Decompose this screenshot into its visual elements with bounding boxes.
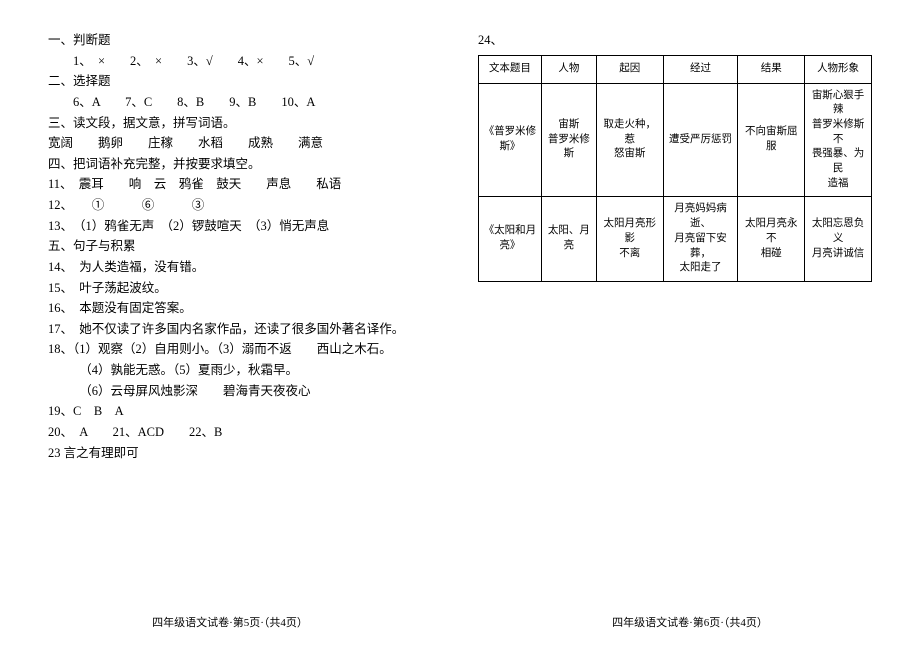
table-cell: 太阳忘恩负义月亮讲诚信	[805, 197, 872, 281]
table-cell: 《太阳和月亮》	[479, 197, 542, 281]
right-page: 24、 文本题目人物起因经过结果人物形象 《普罗米修斯》宙斯普罗米修斯取走火种，…	[460, 0, 920, 650]
table-cell: 太阳、月亮	[541, 197, 596, 281]
text-line: 三、读文段，据文意，拼写词语。	[48, 113, 432, 134]
right-footer: 四年级语文试卷·第6页·（共4页）	[460, 614, 920, 630]
table-header-cell: 文本题目	[479, 55, 542, 83]
table-cell: 太阳月亮形影不离	[596, 197, 663, 281]
table-cell: 取走火种，惹怒宙斯	[596, 83, 663, 197]
table-cell: 宙斯普罗米修斯	[541, 83, 596, 197]
table-cell: 太阳月亮永不相碰	[738, 197, 805, 281]
text-line: 13、 （1）鸦雀无声 （2）锣鼓喧天 （3）悄无声息	[48, 216, 432, 237]
text-line: 1、 × 2、 × 3、√ 4、× 5、√	[48, 51, 432, 72]
table-row: 《太阳和月亮》太阳、月亮太阳月亮形影不离月亮妈妈病逝、月亮留下安葬，太阳走了太阳…	[479, 197, 872, 281]
text-line: 11、 震耳 响 云 鸦雀 鼓天 声息 私语	[48, 174, 432, 195]
table-cell: 遭受严厉惩罚	[663, 83, 738, 197]
q24-label: 24、	[478, 30, 872, 51]
text-line: 16、 本题没有固定答案。	[48, 298, 432, 319]
text-line: 14、 为人类造福，没有错。	[48, 257, 432, 278]
text-line: 20、 A 21、ACD 22、B	[48, 422, 432, 443]
text-line: （6）云母屏风烛影深 碧海青天夜夜心	[48, 381, 432, 402]
text-line: 23 言之有理即可	[48, 443, 432, 464]
table-cell: 月亮妈妈病逝、月亮留下安葬，太阳走了	[663, 197, 738, 281]
table-header-row: 文本题目人物起因经过结果人物形象	[479, 55, 872, 83]
text-line: 12、 ① ⑥ ③	[48, 195, 432, 216]
left-footer: 四年级语文试卷·第5页·（共4页）	[0, 614, 460, 630]
text-line: 一、判断题	[48, 30, 432, 51]
table-header-cell: 结果	[738, 55, 805, 83]
table-header-cell: 人物形象	[805, 55, 872, 83]
left-page: 一、判断题 1、 × 2、 × 3、√ 4、× 5、√二、选择题 6、A 7、C…	[0, 0, 460, 650]
table-cell: 不向宙斯屈服	[738, 83, 805, 197]
answer-table: 文本题目人物起因经过结果人物形象 《普罗米修斯》宙斯普罗米修斯取走火种，惹怒宙斯…	[478, 55, 872, 282]
text-line: 五、句子与积累	[48, 236, 432, 257]
text-line: （4）孰能无惑。（5）夏雨少，秋霜早。	[48, 360, 432, 381]
text-line: 二、选择题	[48, 71, 432, 92]
table-row: 《普罗米修斯》宙斯普罗米修斯取走火种，惹怒宙斯遭受严厉惩罚不向宙斯屈服宙斯心狠手…	[479, 83, 872, 197]
text-line: 18、（1）观察（2）自用则小。（3）溺而不返 西山之木石。	[48, 339, 432, 360]
table-header-cell: 起因	[596, 55, 663, 83]
text-line: 6、A 7、C 8、B 9、B 10、A	[48, 92, 432, 113]
table-header-cell: 人物	[541, 55, 596, 83]
text-line: 宽阔 鹅卵 庄稼 水稻 成熟 满意	[48, 133, 432, 154]
text-line: 17、 她不仅读了许多国内名家作品，还读了很多国外著名译作。	[48, 319, 432, 340]
left-content: 一、判断题 1、 × 2、 × 3、√ 4、× 5、√二、选择题 6、A 7、C…	[48, 30, 432, 463]
text-line: 15、 叶子荡起波纹。	[48, 278, 432, 299]
table-cell: 《普罗米修斯》	[479, 83, 542, 197]
table-cell: 宙斯心狠手辣普罗米修斯不畏强暴、为民造福	[805, 83, 872, 197]
table-header-cell: 经过	[663, 55, 738, 83]
text-line: 19、C B A	[48, 401, 432, 422]
text-line: 四、把词语补充完整，并按要求填空。	[48, 154, 432, 175]
